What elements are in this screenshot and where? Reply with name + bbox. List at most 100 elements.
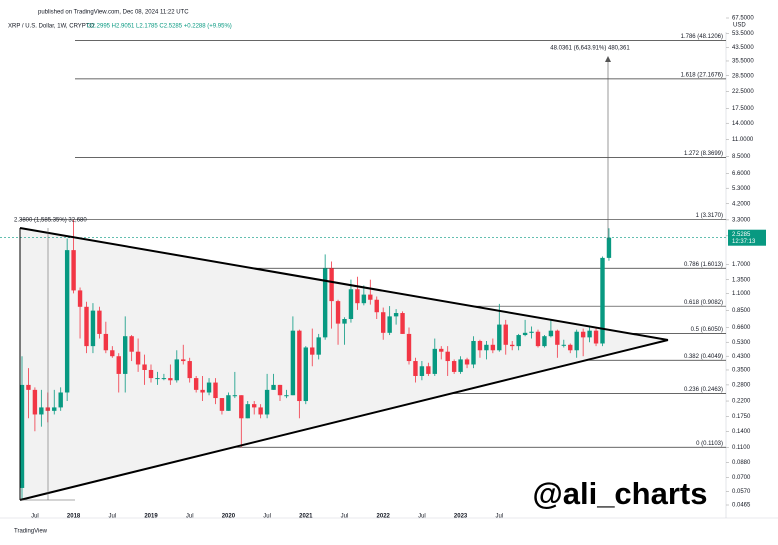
- candle-body: [116, 356, 121, 374]
- candle-body: [239, 395, 244, 419]
- candle-body: [77, 290, 83, 307]
- y-tick-label: 17.5000: [732, 106, 754, 112]
- candle-body: [135, 351, 141, 365]
- candle-body: [568, 344, 573, 351]
- candle-body: [342, 318, 347, 324]
- candle-body: [503, 324, 508, 345]
- candle-body: [303, 347, 308, 402]
- annotation: 48.0361 (6,643.91%) 480,361: [550, 46, 630, 52]
- y-tick-label: 0.8500: [732, 308, 751, 314]
- candle-body: [516, 335, 521, 347]
- candle-body: [200, 389, 205, 393]
- candle-body: [445, 351, 450, 362]
- candle-body: [258, 407, 263, 415]
- x-tick-label: 2020: [222, 514, 236, 520]
- candle-body: [368, 294, 373, 300]
- candle-body: [187, 361, 192, 379]
- candle-body: [348, 289, 354, 319]
- x-tick-label: 2018: [67, 514, 81, 520]
- countdown: 12:37:13: [732, 239, 756, 245]
- candle-body: [497, 324, 502, 351]
- y-tick-label: 0.0700: [732, 475, 751, 481]
- y-tick-label: 1.3500: [732, 277, 751, 283]
- x-tick-label: Jul: [495, 514, 503, 520]
- ohlc: O2.2995 H2.9051 L2.1785 C2.5285 +0.2288 …: [87, 24, 232, 30]
- fib-label: 0.618 (0.9082): [684, 300, 723, 306]
- candle-body: [522, 332, 528, 336]
- candle-body: [245, 404, 250, 419]
- candle-body: [451, 361, 457, 372]
- candle-body: [548, 330, 554, 337]
- x-tick-label: Jul: [31, 514, 39, 520]
- y-tick-label: 6.6000: [732, 171, 751, 177]
- candle-body: [64, 250, 70, 393]
- x-tick-label: Jul: [108, 514, 116, 520]
- candle-body: [58, 392, 63, 408]
- y-tick-label: 0.2200: [732, 399, 751, 405]
- candle-body: [393, 313, 399, 317]
- x-tick-label: Jul: [341, 514, 349, 520]
- candle-body: [477, 340, 483, 351]
- candle-body: [406, 333, 412, 362]
- currency: USD: [733, 23, 746, 29]
- x-tick-label: 2022: [377, 514, 391, 520]
- triangle-fill: [20, 228, 668, 500]
- footer: TradingView: [14, 529, 48, 535]
- candle-body: [97, 310, 102, 334]
- x-tick-label: Jul: [263, 514, 271, 520]
- candle-body: [26, 384, 31, 390]
- x-tick-label: 2023: [454, 514, 468, 520]
- candle-body: [123, 336, 128, 374]
- candle-body: [32, 389, 38, 415]
- y-tick-label: 0.1400: [732, 429, 751, 435]
- candle-body: [110, 350, 115, 357]
- candle-body: [226, 395, 231, 411]
- x-tick-label: 2021: [299, 514, 313, 520]
- y-tick-label: 0.1750: [732, 414, 751, 420]
- candle-body: [84, 306, 89, 347]
- candle-body: [587, 330, 592, 338]
- candle-body: [219, 398, 225, 411]
- candle-body: [213, 382, 218, 399]
- candle-body: [310, 347, 315, 355]
- candle-body: [290, 330, 296, 396]
- fib-label: 1 (3.3170): [696, 213, 723, 219]
- candle-body: [600, 257, 605, 344]
- candle-body: [381, 312, 386, 333]
- candle-body: [103, 333, 109, 351]
- candle-body: [555, 330, 560, 345]
- candle-body: [335, 301, 341, 324]
- candle-body: [129, 336, 134, 352]
- y-tick-label: 0.0465: [732, 503, 751, 509]
- candle-body: [387, 316, 392, 333]
- y-tick-label: 0.0880: [732, 460, 751, 466]
- symbol: XRP / U.S. Dollar, 1W, CRYPTO: [8, 24, 94, 30]
- candle-body: [174, 359, 179, 381]
- fib-label: 1.272 (8.3699): [684, 151, 723, 157]
- y-tick-label: 0.5300: [732, 340, 751, 346]
- triangle-resistance: [19, 227, 669, 341]
- y-tick-label: 43.5000: [732, 45, 754, 51]
- candle-body: [529, 331, 534, 333]
- fib-label: 0.382 (0.4049): [684, 354, 723, 360]
- candle-body: [206, 382, 212, 393]
- candle-body: [271, 384, 276, 390]
- candle-body: [181, 359, 186, 362]
- candle-body: [19, 384, 25, 488]
- published: published on TradingView.com, Dec 08, 20…: [38, 10, 189, 16]
- candle-body: [400, 313, 405, 334]
- candle-body: [284, 395, 289, 397]
- candle-body: [490, 344, 496, 351]
- triangle-support: [19, 339, 669, 501]
- watermark: @ali_charts: [533, 476, 708, 511]
- y-tick-label: 0.4300: [732, 354, 751, 360]
- candle-body: [374, 299, 379, 313]
- y-tick-label: 0.1100: [732, 445, 751, 451]
- last-price-box: [728, 229, 766, 246]
- y-tick-label: 1.7000: [732, 262, 751, 268]
- candle-body: [606, 237, 612, 258]
- x-tick-label: Jul: [186, 514, 194, 520]
- y-tick-label: 0.3500: [732, 368, 751, 374]
- candle-body: [161, 378, 167, 380]
